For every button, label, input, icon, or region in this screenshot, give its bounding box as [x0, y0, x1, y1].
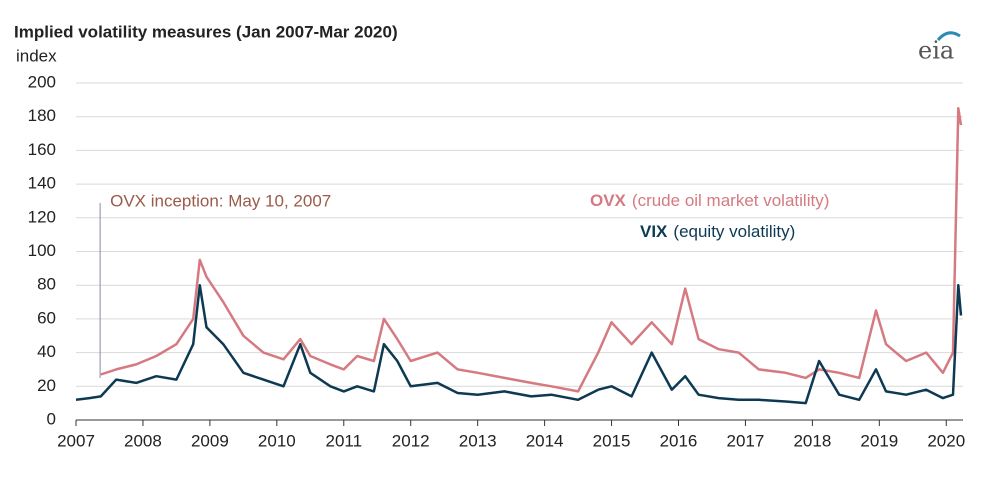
x-tick-label: 2009	[191, 431, 229, 450]
x-tick-label: 2020	[927, 431, 965, 450]
x-tick-label: 2007	[57, 431, 95, 450]
x-tick-label: 2012	[392, 431, 430, 450]
x-tick-label: 2011	[325, 431, 362, 450]
y-tick-label: 20	[37, 376, 56, 395]
y-tick-label: 140	[28, 174, 56, 193]
series-line	[75, 283, 963, 405]
x-tick-label: 2019	[860, 431, 898, 450]
y-tick-label: 100	[28, 241, 56, 260]
legend-description: (crude oil market volatility)	[632, 191, 829, 210]
y-tick-label: 120	[28, 207, 56, 226]
chart-title: Implied volatility measures (Jan 2007-Ma…	[14, 22, 398, 41]
y-tick-label: 80	[37, 275, 56, 294]
logo-swoosh	[936, 31, 961, 42]
x-tick-label: 2018	[793, 431, 831, 450]
x-tick-label: 2015	[593, 431, 631, 450]
y-tick-label: 60	[37, 308, 56, 327]
x-tick-label: 2014	[526, 431, 564, 450]
legend-entry: VIX (equity volatility)	[640, 222, 795, 241]
logo: eia	[918, 37, 954, 65]
legend-entry: OVX (crude oil market volatility)	[590, 191, 829, 210]
x-tick-label: 2010	[258, 431, 296, 450]
legend-name: VIX	[640, 222, 668, 241]
y-tick-label: 180	[28, 106, 56, 125]
y-tick-label: 200	[28, 72, 56, 91]
series-line	[100, 107, 963, 393]
y-tick-label: 40	[37, 342, 56, 361]
y-tick-label: 160	[28, 140, 56, 159]
legend-name: OVX	[590, 191, 627, 210]
x-tick-label: 2008	[124, 431, 162, 450]
x-tick-label: 2013	[459, 431, 497, 450]
x-tick-label: 2017	[727, 431, 765, 450]
annotation: OVX inception: May 10, 2007	[110, 191, 331, 210]
y-axis-label: index	[16, 46, 57, 65]
y-tick-label: 0	[47, 409, 56, 428]
x-tick-label: 2016	[660, 431, 698, 450]
legend-description: (equity volatility)	[673, 222, 795, 241]
